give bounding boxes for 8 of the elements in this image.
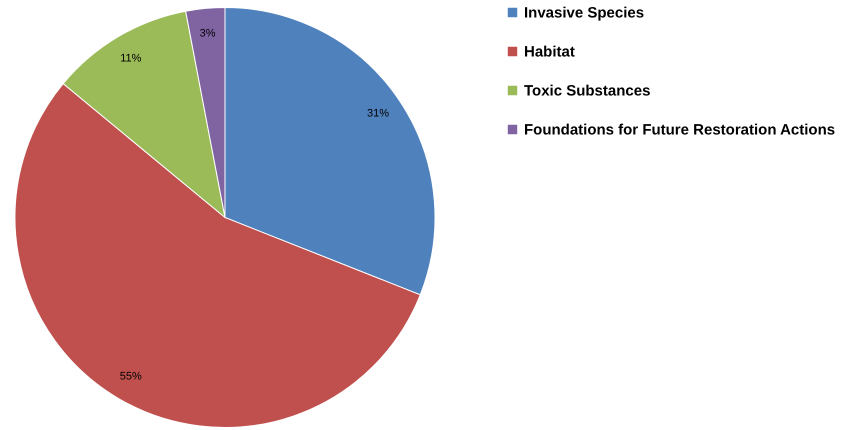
legend-label: Habitat (524, 44, 575, 60)
legend-label: Toxic Substances (524, 82, 650, 100)
data-label: 3% (200, 27, 216, 40)
data-label: 11% (120, 52, 142, 64)
legend-label: Foundations for Future Restoration Actions (524, 122, 836, 138)
data-label: 31% (366, 108, 390, 120)
data-label: 55% (120, 370, 142, 383)
legend-label: Invasive Species (524, 4, 644, 22)
